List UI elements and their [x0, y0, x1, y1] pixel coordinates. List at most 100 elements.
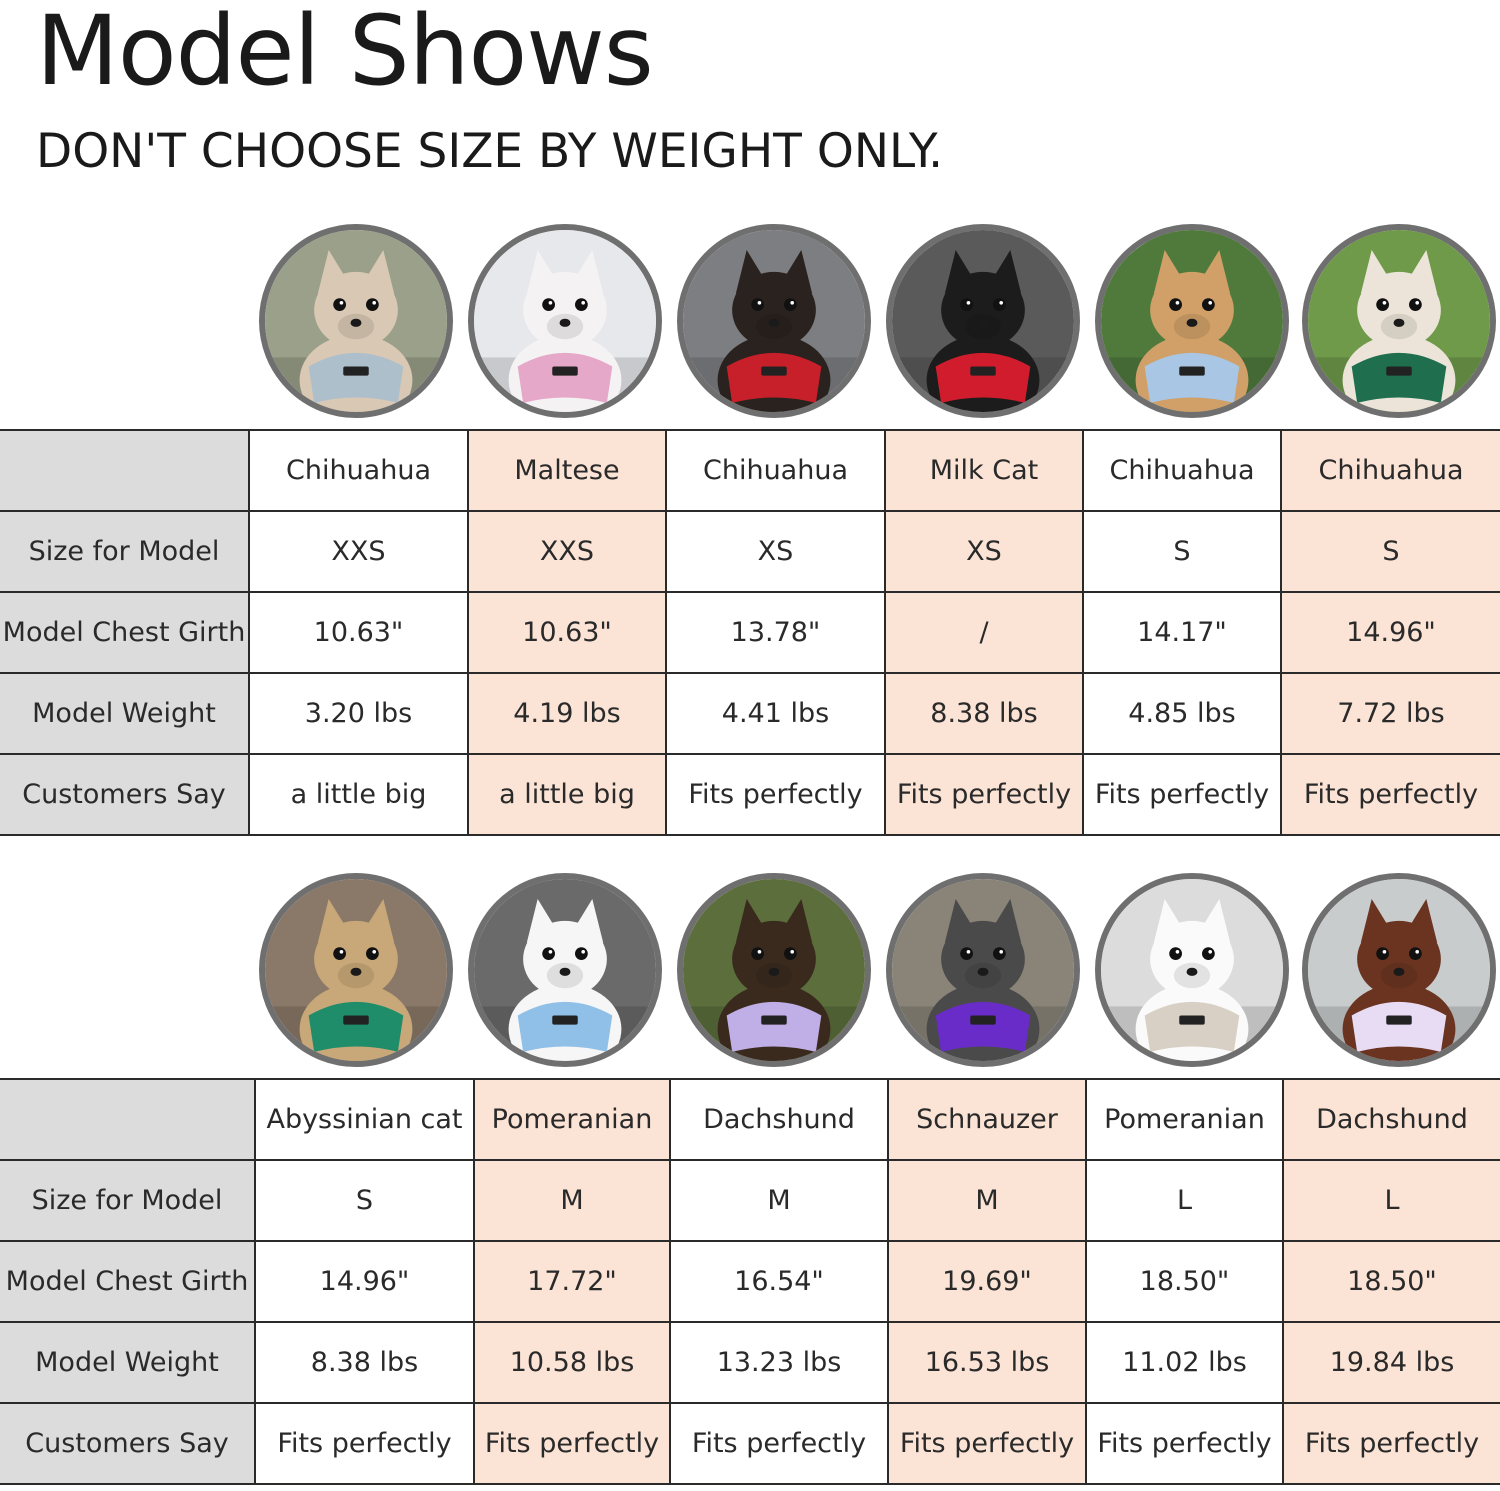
model-photo [1302, 224, 1496, 418]
page-title: Model Shows [36, 0, 654, 107]
say-row: Customers Say Fits perfectly Fits perfec… [0, 1402, 1500, 1485]
size-cell: L [1085, 1159, 1284, 1242]
model-photo [1095, 873, 1289, 1067]
weight-row: Model Weight 3.20 lbs 4.19 lbs 4.41 lbs … [0, 672, 1500, 755]
model-section-2: Abyssinian cat Pomeranian Dachshund Schn… [0, 873, 1500, 1485]
say-cell: Fits perfectly [1082, 753, 1282, 836]
say-cell: Fits perfectly [665, 753, 886, 836]
breed-cell: Chihuahua [665, 429, 886, 512]
say-row: Customers Say a little big a little big … [0, 753, 1500, 836]
breed-cell: Dachshund [1282, 1078, 1500, 1161]
row-label-weight: Model Weight [0, 672, 250, 755]
row-label-weight: Model Weight [0, 1321, 256, 1404]
pet-photo-illustration [1101, 230, 1283, 412]
weight-cell: 19.84 lbs [1282, 1321, 1500, 1404]
pet-photo-illustration [1308, 879, 1490, 1061]
row-label-size: Size for Model [0, 510, 250, 593]
row-label-size: Size for Model [0, 1159, 256, 1242]
chest-cell: 14.96" [254, 1240, 475, 1323]
model-section-1: Chihuahua Maltese Chihuahua Milk Cat Chi… [0, 224, 1500, 836]
chest-cell: / [884, 591, 1084, 674]
breed-cell: Chihuahua [248, 429, 469, 512]
row-label-chest: Model Chest Girth [0, 591, 250, 674]
say-cell: Fits perfectly [254, 1402, 475, 1485]
size-cell: XS [884, 510, 1084, 593]
say-cell: Fits perfectly [884, 753, 1084, 836]
say-cell: a little big [248, 753, 469, 836]
model-photo [259, 224, 453, 418]
model-photo [468, 224, 662, 418]
weight-cell: 10.58 lbs [473, 1321, 671, 1404]
model-photo [886, 873, 1080, 1067]
chest-row: Model Chest Girth 10.63" 10.63" 13.78" /… [0, 591, 1500, 674]
pet-photo-illustration [683, 879, 865, 1061]
model-size-table: Chihuahua Maltese Chihuahua Milk Cat Chi… [0, 429, 1500, 836]
chest-cell: 13.78" [665, 591, 886, 674]
breed-row: Abyssinian cat Pomeranian Dachshund Schn… [0, 1078, 1500, 1161]
model-photo [468, 873, 662, 1067]
breed-cell: Abyssinian cat [254, 1078, 475, 1161]
chest-cell: 19.69" [887, 1240, 1087, 1323]
size-cell: S [1280, 510, 1500, 593]
chest-cell: 17.72" [473, 1240, 671, 1323]
pet-photo-illustration [265, 230, 447, 412]
size-cell: M [669, 1159, 889, 1242]
chest-row: Model Chest Girth 14.96" 17.72" 16.54" 1… [0, 1240, 1500, 1323]
size-cell: XS [665, 510, 886, 593]
weight-cell: 7.72 lbs [1280, 672, 1500, 755]
breed-cell: Pomeranian [1085, 1078, 1284, 1161]
model-size-table: Abyssinian cat Pomeranian Dachshund Schn… [0, 1078, 1500, 1485]
breed-cell: Milk Cat [884, 429, 1084, 512]
size-cell: M [473, 1159, 671, 1242]
size-cell: XXS [467, 510, 667, 593]
pet-photo-illustration [474, 230, 656, 412]
pet-photo-illustration [1101, 879, 1283, 1061]
weight-cell: 4.85 lbs [1082, 672, 1282, 755]
chest-cell: 10.63" [467, 591, 667, 674]
say-cell: a little big [467, 753, 667, 836]
model-photo [677, 224, 871, 418]
pet-photo-illustration [892, 879, 1074, 1061]
size-cell: S [1082, 510, 1282, 593]
table-corner-cell [0, 1078, 256, 1161]
breed-cell: Schnauzer [887, 1078, 1087, 1161]
table-corner-cell [0, 429, 250, 512]
size-row: Size for Model S M M M L L [0, 1159, 1500, 1242]
pet-photo-illustration [265, 879, 447, 1061]
row-label-say: Customers Say [0, 753, 250, 836]
say-cell: Fits perfectly [1282, 1402, 1500, 1485]
weight-cell: 16.53 lbs [887, 1321, 1087, 1404]
model-photo [1302, 873, 1496, 1067]
say-cell: Fits perfectly [669, 1402, 889, 1485]
model-photos-row [0, 224, 1500, 429]
model-photo [677, 873, 871, 1067]
pet-photo-illustration [474, 879, 656, 1061]
pet-photo-illustration [1308, 230, 1490, 412]
breed-cell: Pomeranian [473, 1078, 671, 1161]
say-cell: Fits perfectly [887, 1402, 1087, 1485]
weight-cell: 13.23 lbs [669, 1321, 889, 1404]
weight-cell: 8.38 lbs [254, 1321, 475, 1404]
breed-cell: Dachshund [669, 1078, 889, 1161]
chest-cell: 10.63" [248, 591, 469, 674]
say-cell: Fits perfectly [1280, 753, 1500, 836]
size-cell: XXS [248, 510, 469, 593]
size-cell: S [254, 1159, 475, 1242]
weight-cell: 4.41 lbs [665, 672, 886, 755]
pet-photo-illustration [892, 230, 1074, 412]
size-cell: M [887, 1159, 1087, 1242]
row-label-say: Customers Say [0, 1402, 256, 1485]
chest-cell: 14.17" [1082, 591, 1282, 674]
page-subtitle: DON'T CHOOSE SIZE BY WEIGHT ONLY. [36, 124, 944, 179]
weight-cell: 3.20 lbs [248, 672, 469, 755]
breed-row: Chihuahua Maltese Chihuahua Milk Cat Chi… [0, 429, 1500, 512]
chest-cell: 18.50" [1085, 1240, 1284, 1323]
weight-cell: 8.38 lbs [884, 672, 1084, 755]
breed-cell: Maltese [467, 429, 667, 512]
say-cell: Fits perfectly [1085, 1402, 1284, 1485]
say-cell: Fits perfectly [473, 1402, 671, 1485]
weight-row: Model Weight 8.38 lbs 10.58 lbs 13.23 lb… [0, 1321, 1500, 1404]
breed-cell: Chihuahua [1280, 429, 1500, 512]
model-photo [1095, 224, 1289, 418]
chest-cell: 14.96" [1280, 591, 1500, 674]
